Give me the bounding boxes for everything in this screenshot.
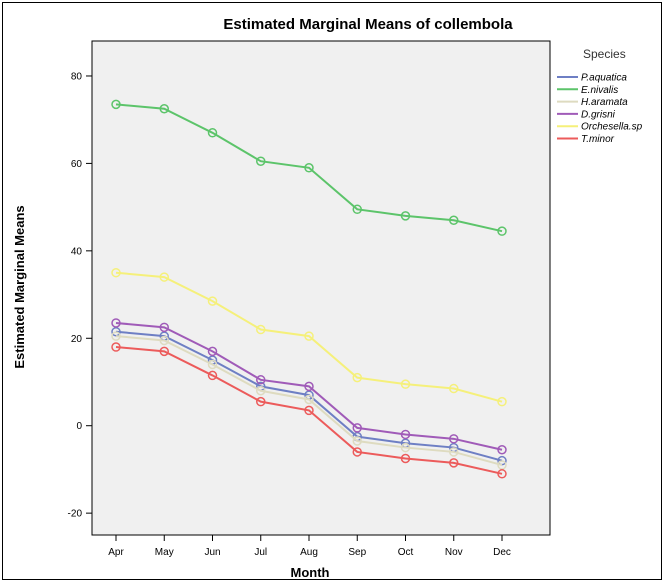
- x-axis: Apr May Jun Jul Aug Sep Oct Nov Dec: [108, 535, 511, 558]
- data-point: [449, 458, 459, 468]
- legend: Species P.aquaticaE.nivalisH.aramataD.gr…: [557, 47, 643, 145]
- data-point: [159, 104, 169, 114]
- data-point: [400, 211, 411, 221]
- legend-label: Orchesella.sp: [581, 122, 643, 133]
- series-d-grisni: [111, 318, 507, 455]
- series-line: [115, 271, 503, 403]
- data-point: [111, 318, 121, 328]
- plot-area: [91, 40, 551, 536]
- legend-label: D.grisni: [581, 109, 616, 120]
- y-tick-label: 80: [71, 71, 83, 82]
- data-point: [111, 342, 121, 352]
- data-point: [207, 296, 218, 306]
- series-layer: [111, 99, 507, 479]
- data-point: [207, 346, 218, 357]
- x-tick-label: Oct: [398, 547, 414, 558]
- chart-title: Estimated Marginal Means of collembola: [223, 16, 513, 33]
- data-point: [256, 156, 266, 166]
- legend-title: Species: [583, 47, 626, 61]
- data-point: [400, 429, 411, 440]
- data-point: [400, 379, 411, 389]
- series-line: [115, 103, 503, 233]
- data-point: [449, 383, 459, 394]
- data-point: [111, 99, 121, 110]
- x-tick-label: Jul: [254, 547, 267, 558]
- data-point: [449, 215, 459, 225]
- x-tick-label: Sep: [348, 547, 366, 558]
- data-point: [256, 375, 266, 385]
- data-point: [304, 163, 314, 173]
- y-tick-label: 20: [71, 334, 83, 345]
- series-t-minor: [111, 342, 507, 479]
- data-point: [304, 405, 314, 416]
- data-point: [400, 453, 411, 464]
- x-axis-title: Month: [291, 565, 330, 580]
- data-point: [111, 267, 121, 278]
- series-h-aramata: [111, 331, 507, 470]
- data-point: [207, 370, 218, 381]
- legend-label: T.minor: [581, 134, 615, 145]
- series-line: [115, 346, 503, 475]
- legend-item: Orchesella.sp: [557, 122, 643, 133]
- legend-item: H.aramata: [557, 97, 628, 108]
- data-point: [304, 381, 314, 392]
- y-tick-label: -20: [68, 509, 83, 520]
- y-axis: -20 0 20 40 60 80: [68, 71, 92, 520]
- legend-item: P.aquatica: [557, 73, 627, 84]
- data-point: [400, 442, 411, 453]
- data-point: [497, 396, 507, 407]
- data-point: [449, 447, 459, 457]
- data-point: [497, 445, 507, 455]
- x-tick-label: Nov: [445, 547, 463, 558]
- series-line: [115, 321, 503, 451]
- data-point: [352, 204, 362, 215]
- x-tick-label: Jun: [204, 547, 220, 558]
- data-point: [304, 331, 314, 341]
- x-tick-label: May: [155, 547, 174, 558]
- y-axis-title: Estimated Marginal Means: [12, 205, 27, 368]
- legend-label: H.aramata: [581, 97, 628, 108]
- x-tick-label: Apr: [108, 547, 124, 558]
- series-line: [115, 335, 503, 467]
- data-point: [497, 469, 507, 479]
- x-tick-label: Aug: [300, 547, 318, 558]
- legend-item: T.minor: [557, 134, 615, 145]
- data-point: [159, 272, 169, 282]
- data-point: [352, 372, 362, 383]
- data-point: [207, 359, 218, 370]
- legend-item: E.nivalis: [557, 85, 618, 96]
- legend-label: P.aquatica: [581, 73, 627, 84]
- data-point: [352, 423, 362, 433]
- data-point: [304, 394, 314, 405]
- y-tick-label: 0: [76, 421, 82, 432]
- data-point: [256, 385, 266, 396]
- legend-label: E.nivalis: [581, 85, 618, 96]
- data-point: [497, 226, 507, 236]
- series-orchesella-sp: [111, 267, 507, 407]
- data-point: [207, 128, 218, 138]
- x-tick-label: Dec: [493, 547, 511, 558]
- data-point: [256, 396, 266, 407]
- legend-item: D.grisni: [557, 109, 616, 120]
- data-point: [449, 434, 459, 444]
- data-point: [159, 335, 169, 346]
- y-tick-label: 40: [71, 246, 83, 257]
- y-tick-label: 60: [71, 159, 83, 170]
- series-e-nivalis: [111, 99, 507, 236]
- data-point: [159, 346, 169, 357]
- data-point: [159, 322, 169, 333]
- data-point: [111, 331, 121, 341]
- data-point: [352, 436, 362, 446]
- data-point: [352, 447, 362, 457]
- data-point: [256, 324, 266, 335]
